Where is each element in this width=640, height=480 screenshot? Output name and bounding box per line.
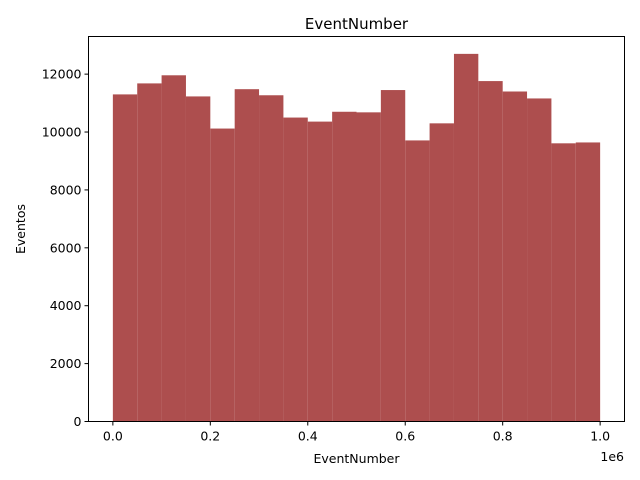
y-axis-label: Eventos: [13, 204, 28, 254]
y-tick-label: 12000: [42, 67, 82, 82]
x-axis-offset-label: 1e6: [600, 449, 624, 464]
chart-title: EventNumber: [305, 15, 409, 33]
y-tick-label: 4000: [50, 298, 82, 313]
histogram-bar-0: [112, 94, 138, 422]
plot-frame: [88, 36, 625, 422]
x-axis-label: EventNumber: [313, 451, 400, 466]
histogram-bar-8: [307, 121, 333, 422]
histogram-bar-17: [527, 98, 552, 422]
histogram-bar-18: [551, 143, 576, 422]
x-tick-label: 0.8: [493, 429, 513, 444]
histogram-bar-5: [234, 89, 260, 422]
y-tick-label: 8000: [50, 182, 82, 197]
x-tick-label: 0.0: [103, 429, 123, 444]
x-tick-label: 1.0: [590, 429, 610, 444]
x-tick-label: 0.6: [395, 429, 415, 444]
histogram-bar-16: [502, 91, 528, 422]
histogram-bar-1: [137, 83, 162, 422]
histogram-bar-4: [210, 128, 235, 422]
histogram-bar-11: [380, 90, 406, 422]
histogram-bar-3: [185, 96, 211, 422]
x-axis-ticks: 0.0 0.2 0.4 0.6 0.8 1.0: [103, 421, 610, 444]
histogram-bar-15: [478, 81, 503, 422]
y-axis-ticks: 0 2000 4000 6000 8000 10000 12000: [42, 67, 89, 429]
histogram-bar-12: [405, 140, 430, 422]
histogram-bar-10: [356, 112, 381, 422]
bars-group: [112, 53, 601, 422]
histogram-bar-7: [283, 117, 308, 422]
y-tick-label: 10000: [42, 125, 82, 140]
y-tick-label: 6000: [50, 240, 82, 255]
x-tick-label: 0.2: [200, 429, 220, 444]
y-tick-label: 2000: [50, 356, 82, 371]
y-tick-label: 0: [74, 414, 82, 429]
histogram-bar-6: [259, 95, 284, 422]
histogram-bar-9: [332, 111, 357, 422]
histogram-bar-19: [575, 142, 601, 422]
histogram-bar-13: [429, 123, 454, 422]
histogram-bar-14: [453, 53, 479, 422]
x-tick-label: 0.4: [298, 429, 318, 444]
histogram-bar-2: [161, 75, 186, 422]
